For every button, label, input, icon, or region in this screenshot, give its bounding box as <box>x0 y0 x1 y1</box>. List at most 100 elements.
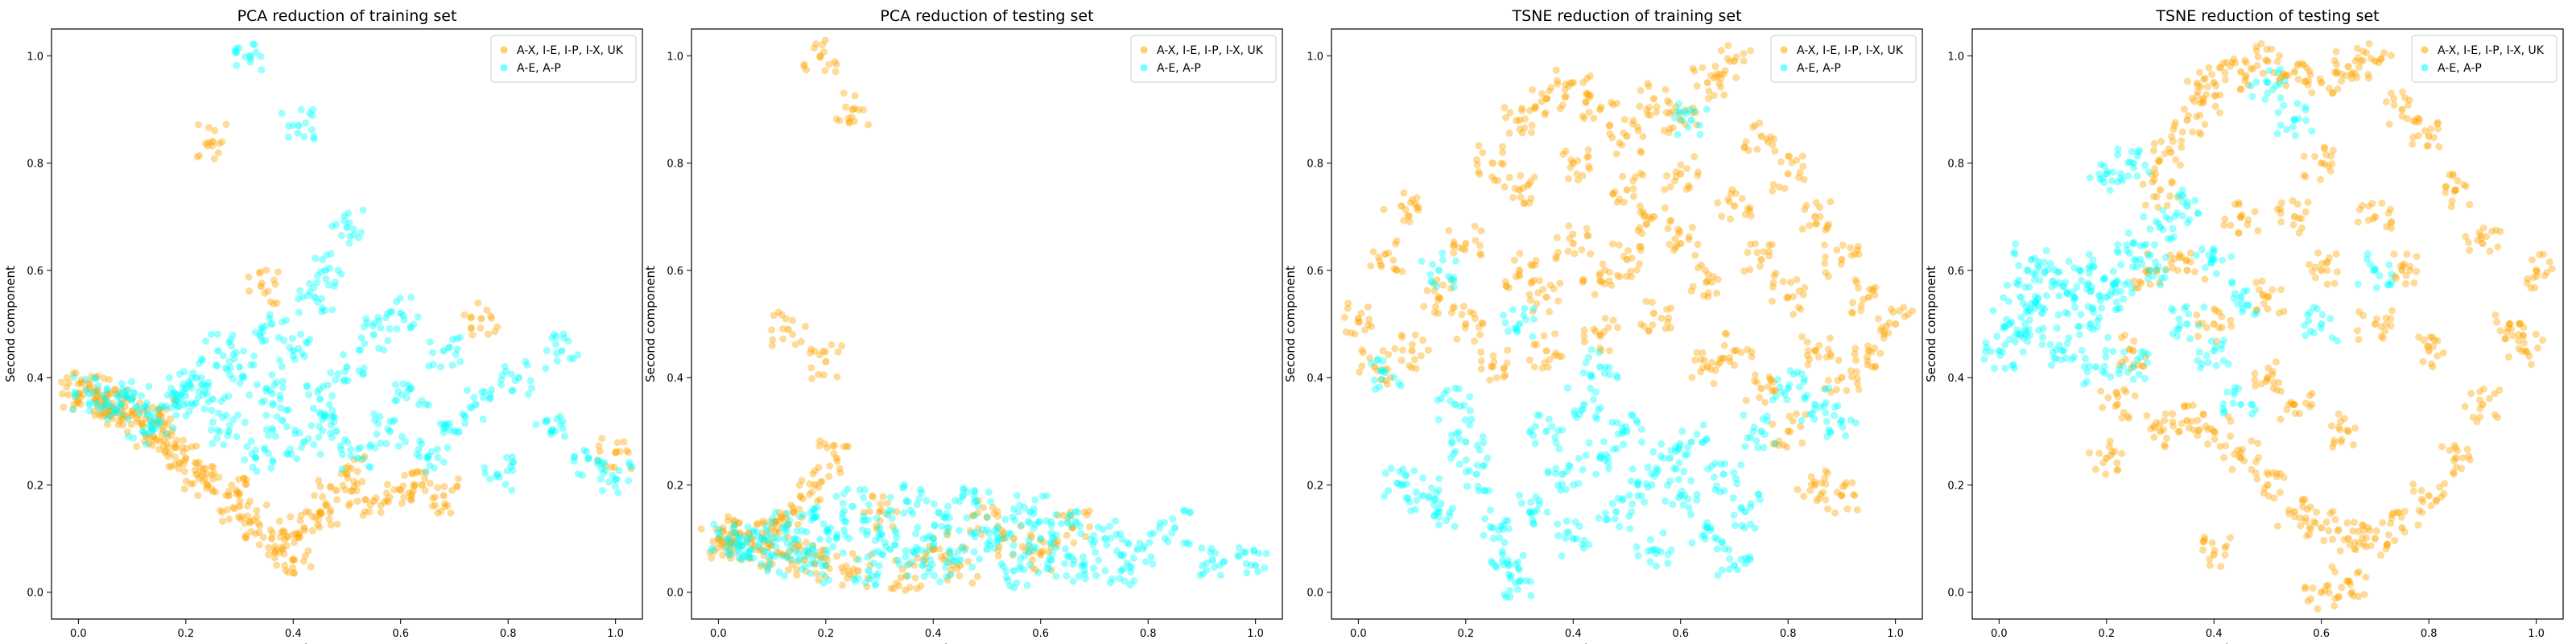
scatter-point <box>594 456 602 464</box>
scatter-point <box>69 405 77 413</box>
scatter-point <box>310 133 318 141</box>
scatter-point <box>2198 319 2207 327</box>
scatter-point <box>2169 307 2177 315</box>
scatter-point <box>1011 516 1019 524</box>
scatter-point <box>840 518 848 526</box>
scatter-point <box>902 553 910 561</box>
scatter-point <box>1052 531 1060 539</box>
scatter-point <box>943 531 952 539</box>
scatter-point <box>994 534 1002 542</box>
y-tick-label: 0.6 <box>667 266 683 278</box>
scatter-point <box>2384 209 2392 217</box>
scatter-point <box>1584 232 1592 240</box>
y-tick-label: 0.0 <box>27 588 43 600</box>
scatter-point <box>1597 451 1605 459</box>
scatter-point <box>1699 438 1707 446</box>
scatter-point <box>856 486 864 494</box>
scatter-point <box>300 438 308 446</box>
scatter-point <box>2425 132 2433 140</box>
scatter-point <box>100 403 108 411</box>
scatter-point <box>2197 130 2205 138</box>
scatter-point <box>2152 170 2160 178</box>
scatter-point <box>2088 303 2096 312</box>
scatter-point <box>110 386 118 394</box>
scatter-point <box>1413 204 1421 212</box>
scatter-point <box>2257 39 2265 47</box>
scatter-point <box>970 498 978 506</box>
scatter-point <box>779 335 787 343</box>
scatter-point <box>2496 228 2504 236</box>
scatter-point <box>2355 568 2363 576</box>
scatter-point <box>204 378 213 386</box>
scatter-point <box>171 444 179 452</box>
scatter-point <box>762 526 770 535</box>
scatter-point <box>208 395 217 403</box>
scatter-point <box>2055 268 2063 276</box>
scatter-point <box>1542 293 1550 301</box>
scatter-point <box>1703 518 1711 526</box>
scatter-point <box>2236 85 2244 93</box>
scatter-point <box>1082 575 1090 583</box>
scatter-point <box>605 478 613 486</box>
scatter-point <box>1427 278 1435 286</box>
scatter-point <box>717 533 725 541</box>
scatter-point <box>1696 130 1704 138</box>
scatter-point <box>2228 59 2236 67</box>
scatter-point <box>162 402 170 410</box>
scatter-point <box>2141 201 2149 209</box>
scatter-point <box>2327 152 2335 160</box>
scatter-point <box>1763 417 1771 425</box>
scatter-point <box>953 564 961 572</box>
scatter-point <box>2168 133 2176 141</box>
scatter-point <box>523 361 531 369</box>
scatter-point <box>1675 444 1683 452</box>
scatter-point <box>2144 350 2152 358</box>
scatter-point <box>398 433 406 441</box>
scatter-point <box>1795 287 1803 295</box>
scatter-point <box>2309 584 2317 592</box>
scatter-point <box>2202 352 2211 360</box>
scatter-point <box>1413 497 1421 505</box>
scatter-point <box>1811 405 1819 413</box>
scatter-point <box>821 36 829 44</box>
scatter-point <box>179 448 187 456</box>
scatter-point <box>2025 316 2033 324</box>
scatter-point <box>81 375 89 383</box>
scatter-point <box>180 380 188 388</box>
scatter-point <box>1821 226 1829 234</box>
chart-panel-4: 0.0 0.2 0.4 0.6 0.8 1.00.00.20.40.60.81.0TSNE… <box>1924 7 2564 644</box>
scatter-point <box>725 540 733 548</box>
scatter-point <box>1613 374 1621 382</box>
scatter-point <box>1447 431 1455 440</box>
scatter-point <box>1367 262 1375 270</box>
scatter-point <box>319 427 327 435</box>
scatter-point <box>1499 160 1507 168</box>
scatter-point <box>260 397 268 405</box>
scatter-point <box>2323 266 2331 275</box>
scatter-point <box>869 572 877 580</box>
scatter-point <box>1446 512 1454 520</box>
scatter-point <box>2304 597 2312 605</box>
scatter-point <box>1741 554 1749 562</box>
scatter-point <box>238 513 246 521</box>
scatter-point <box>2202 263 2210 271</box>
scatter-point <box>1640 322 1648 330</box>
scatter-point <box>731 517 739 525</box>
scatter-point <box>1754 490 1762 498</box>
scatter-point <box>2424 142 2432 150</box>
scatter-point <box>1841 481 1849 489</box>
scatter-point <box>2041 267 2050 275</box>
scatter-point <box>2210 305 2218 313</box>
scatter-point <box>824 525 832 533</box>
scatter-point <box>1618 430 1626 438</box>
scatter-point <box>1435 521 1443 529</box>
scatter-point <box>268 456 276 464</box>
scatter-point <box>865 507 873 515</box>
scatter-point <box>2040 270 2048 278</box>
scatter-point <box>1207 548 1215 556</box>
scatter-point <box>2320 145 2328 153</box>
scatter-point <box>1484 454 1492 462</box>
scatter-point <box>426 479 434 487</box>
scatter-point <box>1101 567 1109 575</box>
scatter-point <box>1742 397 1750 405</box>
